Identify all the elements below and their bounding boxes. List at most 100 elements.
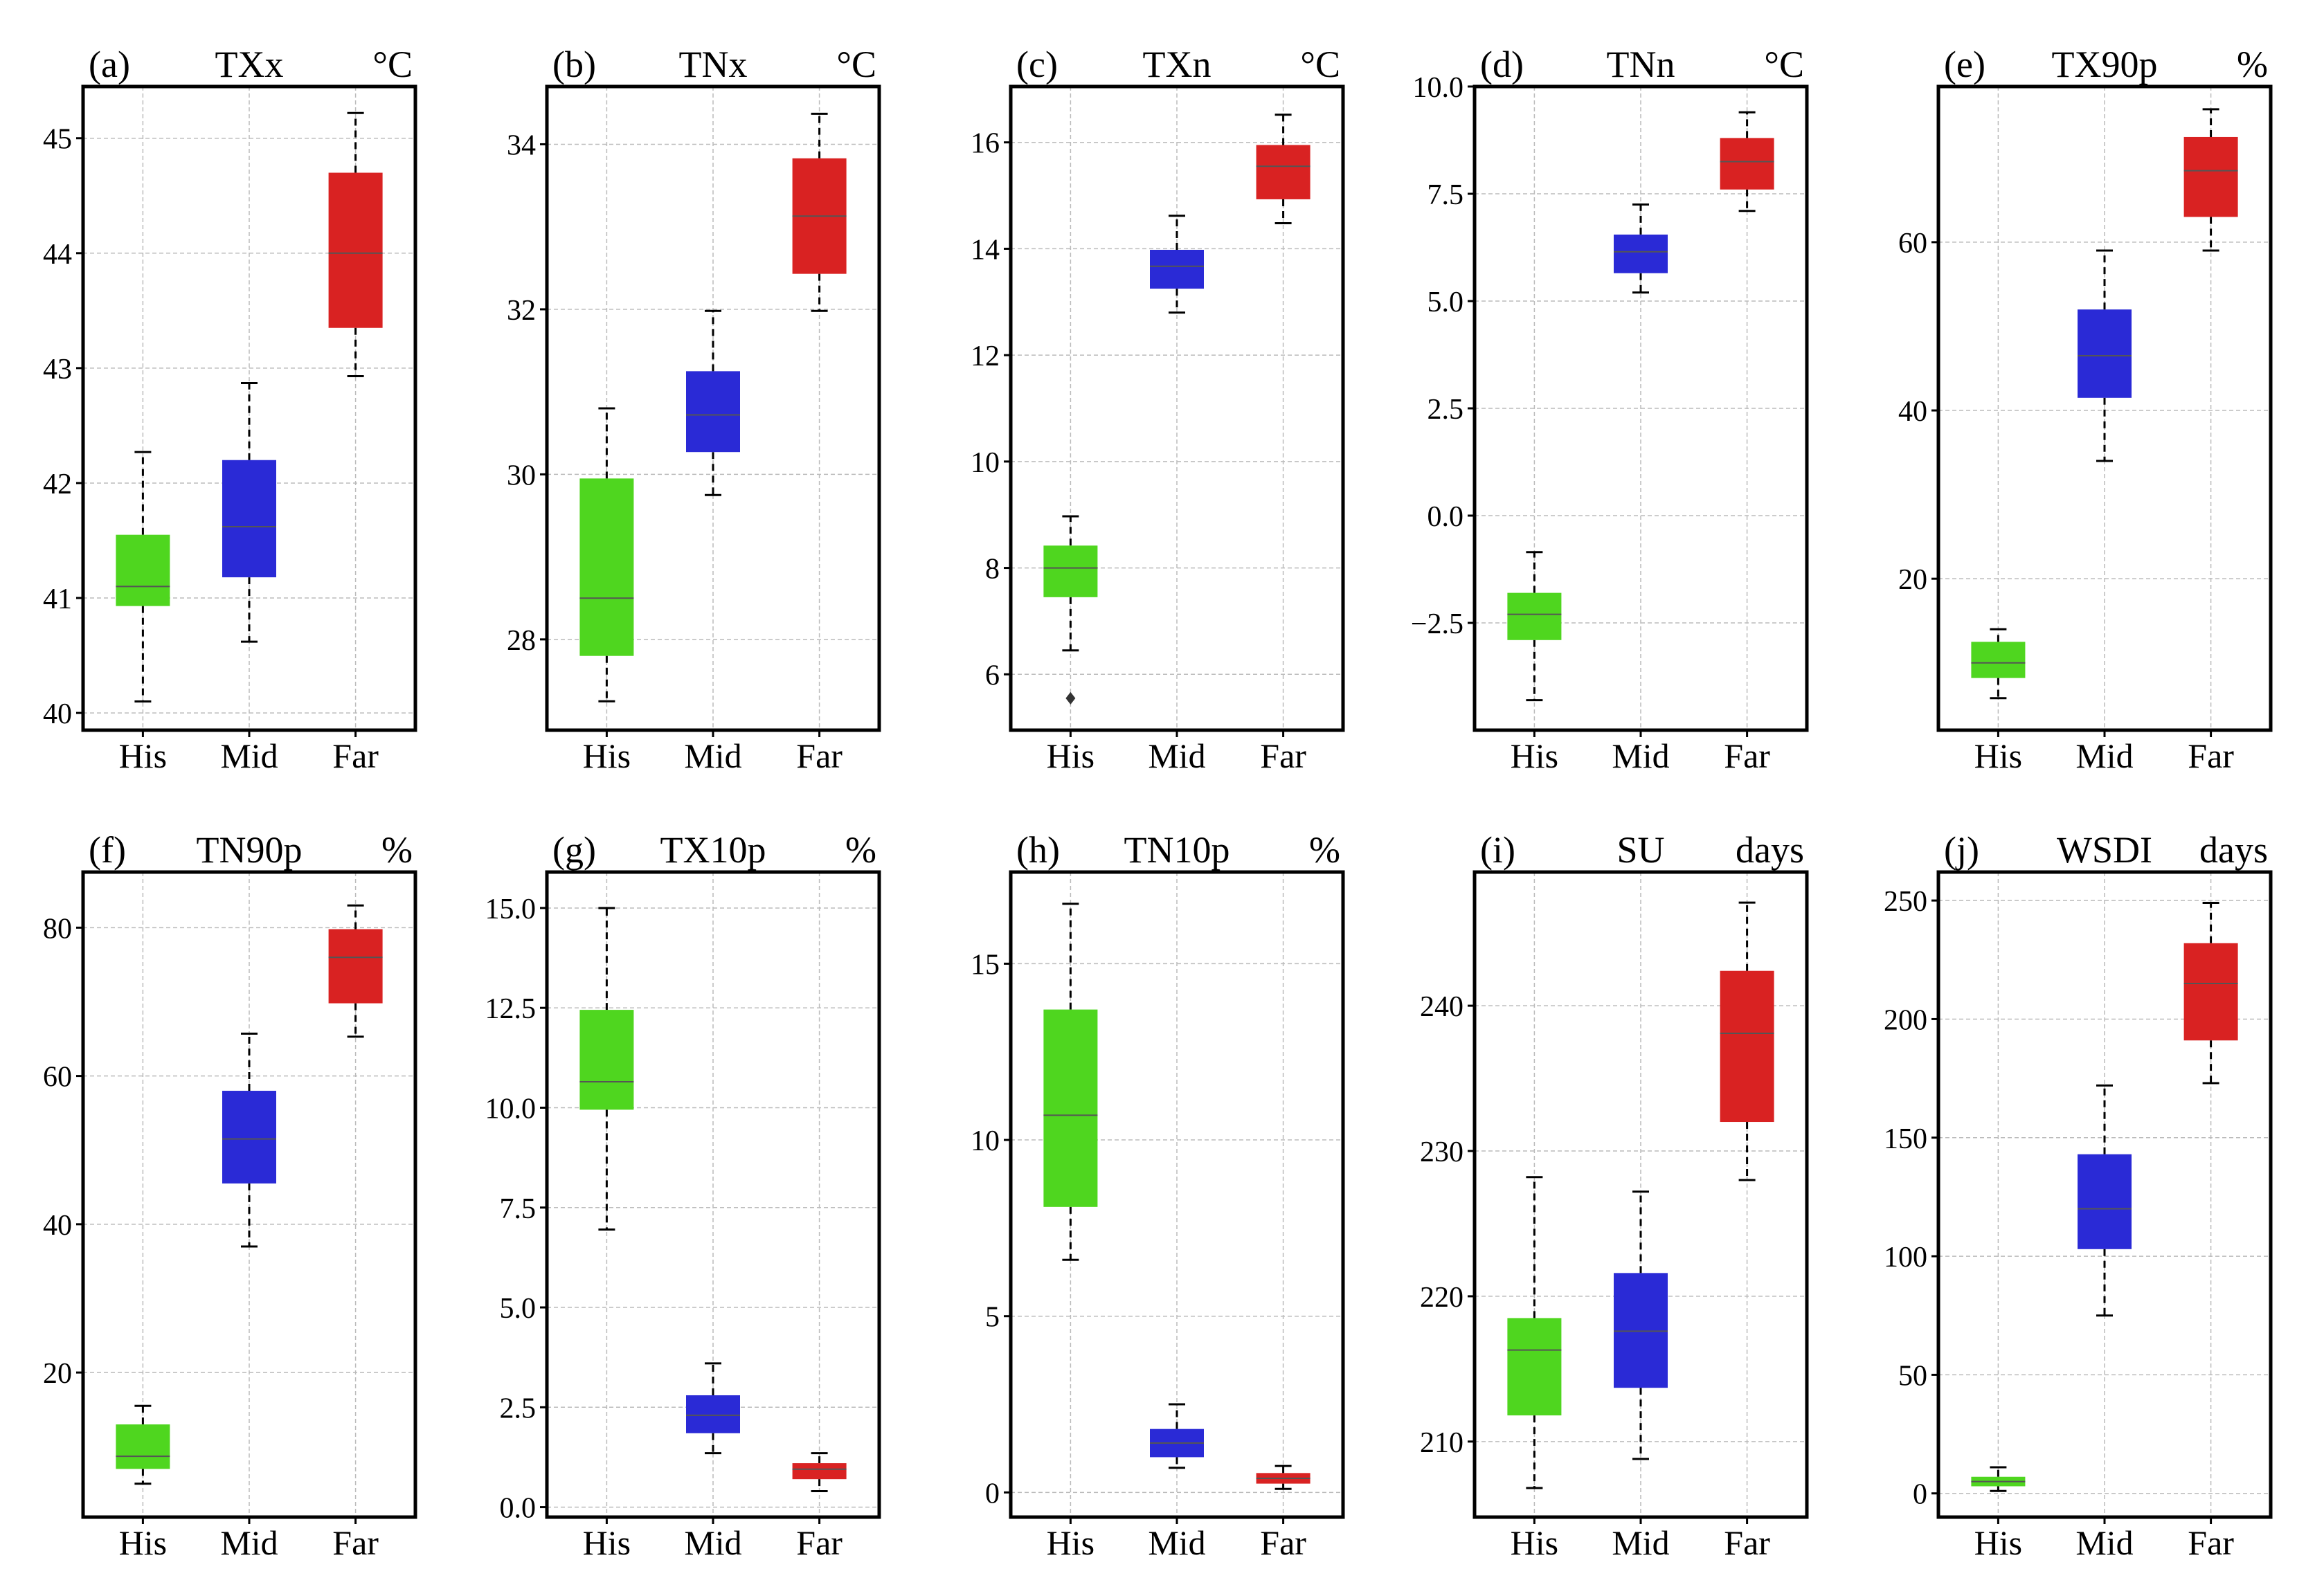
y-tick-label: 42 [43,469,72,500]
box-iqr [1720,138,1774,190]
panel-label: (f) [89,829,126,871]
x-tick-label: Far [1724,736,1770,775]
box-mid [222,381,276,643]
panel-title: TNn [1607,44,1675,85]
box-his [1971,1466,2026,1492]
x-tick-label: Mid [2075,1523,2133,1562]
x-tick-label: His [583,736,631,775]
panel-title: SU [1616,829,1664,871]
panel-unit: days [1736,829,1804,871]
box-far [792,112,847,312]
y-tick-label: 44 [43,239,72,271]
y-tick-label: 8 [985,554,1000,586]
y-tick-label: 12 [971,341,1000,372]
box-iqr [2183,136,2238,217]
x-tick-label: Far [332,736,379,775]
y-tick-label: 200 [1884,1004,1927,1036]
x-tick-label: Far [2188,1523,2234,1562]
y-tick-label: 5.0 [500,1293,537,1325]
panel-unit: % [845,829,876,871]
y-tick-label: 5.0 [1427,287,1464,318]
x-tick-label: His [1047,1523,1095,1562]
box-iqr [686,371,740,453]
box-mid [686,309,740,496]
panel-i: 210 220 230 240 His Mid Far (i) SU days [1420,829,1809,1562]
box-iqr [1507,1318,1562,1416]
box-far [1256,114,1310,225]
y-tick-label: 45 [43,124,72,156]
box-mid [1150,1403,1204,1469]
box-iqr [1256,145,1310,199]
panel-unit: % [1309,829,1340,871]
y-tick-label: 60 [1898,228,1927,260]
box-his [579,907,634,1231]
y-tick-label: 230 [1420,1136,1463,1168]
x-tick-label: Far [1724,1523,1770,1562]
box-iqr [579,1010,634,1110]
box-iqr [328,172,383,328]
x-tick-label: Mid [684,1523,741,1562]
panel-label: (e) [1944,44,1985,85]
x-tick-label: Mid [2075,736,2133,775]
box-mid [2078,249,2132,462]
y-tick-label: 32 [507,295,536,327]
y-tick-label: 12.5 [485,993,537,1025]
outlier-point [1065,691,1076,705]
panel-title: TN90p [197,829,303,871]
panel-label: (a) [89,44,130,85]
y-tick-label: 60 [43,1062,72,1094]
box-mid [222,1033,276,1248]
panel-d: −2.5 0.0 2.5 5.0 7.5 10.0 His Mid Far (d) TNn °C [1411,44,1809,775]
x-tick-label: His [119,1523,167,1562]
y-tick-label: 34 [507,129,536,161]
y-tick-label: 7.5 [1427,179,1464,211]
x-tick-label: Mid [220,736,278,775]
panel-h: 0 5 10 15 His Mid Far (h) TN10p% [971,829,1345,1562]
panel-unit: % [2237,44,2268,85]
box-iqr [2183,943,2238,1041]
box-iqr [116,534,170,606]
x-tick-label: Mid [684,736,741,775]
panel-unit: °C [1300,44,1340,85]
box-iqr [328,929,383,1004]
box-mid [1150,215,1204,314]
y-tick-label: 10 [971,447,1000,479]
box-iqr [1971,642,2026,678]
panel-label: (b) [552,44,596,85]
panel-e: 20 40 60 His Mid Far (e) TX90p% [1898,44,2273,775]
y-tick-label: 0 [985,1478,1000,1509]
box-far [2183,902,2238,1085]
panel-a: 40 41 42 43 44 45 His Mid Far (a) TXx °C [43,44,417,775]
y-tick-label: 7.5 [500,1193,537,1225]
box-far [1720,111,1774,212]
y-tick-label: 43 [43,354,72,386]
box-iqr [792,1463,847,1480]
y-tick-label: 0.0 [500,1493,537,1525]
x-tick-label: His [1511,1523,1558,1562]
box-far [2183,108,2238,252]
y-tick-label: 100 [1884,1242,1927,1273]
box-iqr [2078,1154,2132,1249]
box-far [1256,1464,1310,1490]
panel-unit: °C [1764,44,1804,85]
box-his [116,1404,170,1485]
y-tick-label: 41 [43,583,72,615]
box-far [328,111,383,377]
x-tick-label: Far [2188,736,2234,775]
y-tick-label: 220 [1420,1282,1463,1314]
y-tick-label: 240 [1420,991,1463,1023]
y-tick-label: 16 [971,128,1000,160]
x-tick-label: Mid [1148,1523,1205,1562]
y-tick-label: 20 [1898,564,1927,596]
y-tick-label: 2.5 [1427,394,1464,426]
y-tick-label: 40 [43,698,72,730]
y-tick-label: 80 [43,913,72,945]
panel-title: TX10p [660,829,766,871]
box-iqr [116,1424,170,1469]
box-far [1720,901,1774,1181]
panel-title: TXn [1143,44,1211,85]
x-tick-label: Far [796,1523,843,1562]
y-tick-label: 0 [1913,1479,1927,1511]
y-tick-label: 2.5 [500,1393,537,1424]
box-his [116,451,170,702]
